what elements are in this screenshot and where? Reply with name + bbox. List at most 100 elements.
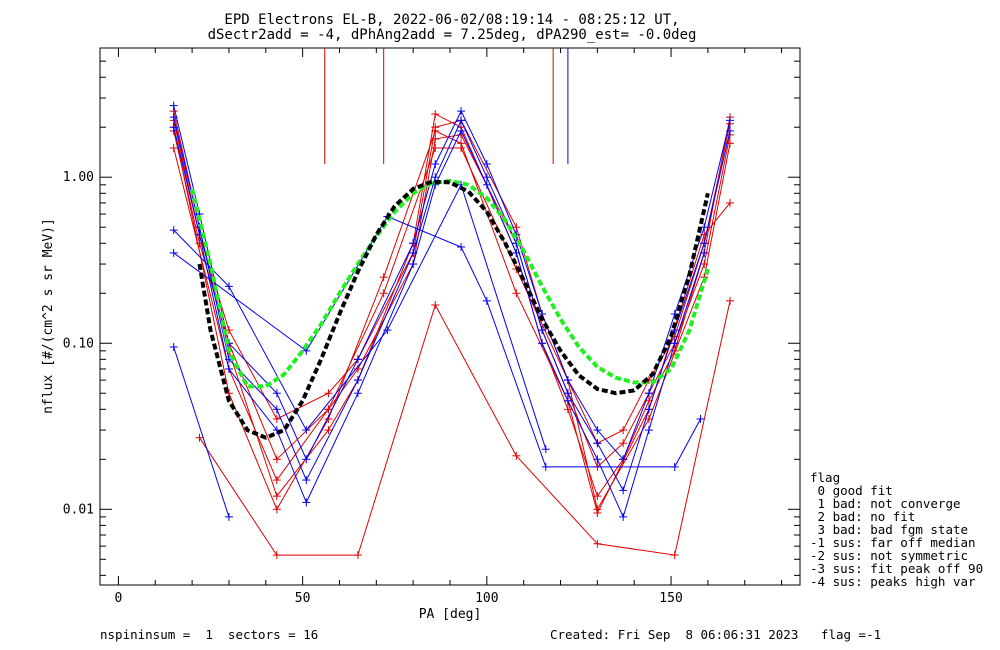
data-point	[272, 476, 281, 485]
data-point	[538, 339, 547, 348]
data-point	[619, 455, 628, 464]
footer-left: nspininsum = 1 sectors = 16	[100, 627, 318, 642]
data-point	[644, 426, 653, 435]
data-point	[353, 376, 362, 385]
data-point	[670, 551, 679, 560]
data-point	[224, 282, 233, 291]
data-point	[619, 486, 628, 495]
data-point	[324, 405, 333, 414]
data-point	[563, 396, 572, 405]
title-line-2: dSectr2add = -4, dPhAng2add = 7.25deg, d…	[208, 27, 697, 43]
y-tick-label: 0.01	[63, 502, 94, 517]
data-point	[353, 355, 362, 364]
data-point	[302, 426, 311, 435]
data-point	[302, 498, 311, 507]
data-point	[670, 462, 679, 471]
data-point	[169, 248, 178, 257]
series-line	[173, 215, 701, 468]
data-point	[619, 426, 628, 435]
legend-entry: -4 sus: peaks high var	[810, 574, 976, 589]
data-point	[538, 326, 547, 335]
data-point	[272, 405, 281, 414]
data-point	[593, 426, 602, 435]
data-point	[169, 226, 178, 235]
footer-right: Created: Fri Sep 8 06:06:31 2023 flag =-…	[550, 627, 881, 642]
data-point	[512, 289, 521, 298]
data-point	[700, 248, 709, 257]
data-point	[409, 260, 418, 269]
series-line	[173, 346, 230, 518]
legend-entry: 3 bad: bad fgm state	[810, 522, 968, 537]
y-tick-label: 0.10	[63, 336, 94, 351]
legend-entry: -2 sus: not symmetric	[810, 548, 968, 563]
legend-entry: 1 bad: not converge	[810, 496, 961, 511]
data-point	[670, 339, 679, 348]
data-point	[563, 389, 572, 398]
data-point	[482, 180, 491, 189]
legend-entry: 2 bad: no fit	[810, 509, 915, 524]
data-point	[700, 239, 709, 248]
data-point	[726, 296, 734, 305]
tick-layer: 0 50 100 150 0.01 0.10 1.00	[63, 47, 800, 606]
y-tick-label: 1.00	[63, 170, 94, 185]
green-fit-curve	[190, 178, 710, 389]
x-tick-label: 150	[659, 591, 682, 606]
data-point	[379, 289, 388, 298]
data-point	[324, 426, 333, 435]
flag-legend: flag 0 good fit 1 bad: not converge 2 ba…	[810, 470, 983, 589]
series-line	[173, 127, 705, 519]
y-axis-label: nflux [#/(cm^2 s sr MeV)]	[41, 218, 56, 414]
data-point	[169, 143, 178, 152]
legend-entry: -3 sus: fit peak off 90	[810, 561, 983, 576]
data-point	[457, 116, 466, 125]
data-point	[482, 160, 491, 169]
data-point	[353, 389, 362, 398]
data-point	[431, 143, 440, 152]
series-line	[173, 143, 731, 511]
data-point	[431, 110, 440, 119]
x-axis-label: PA [deg]	[419, 607, 482, 622]
data-point	[563, 376, 572, 385]
data-point	[379, 273, 388, 282]
data-point	[169, 101, 178, 110]
data-point	[169, 113, 178, 122]
data-point	[593, 539, 602, 548]
x-tick-label: 100	[475, 591, 498, 606]
data-point	[619, 439, 628, 448]
data-point	[383, 326, 392, 335]
title-line-1: EPD Electrons EL-B, 2022-06-02/08:19:14 …	[224, 12, 679, 28]
data-point	[195, 239, 204, 248]
data-point	[482, 173, 491, 182]
data-point	[644, 405, 653, 414]
data-point	[431, 126, 440, 135]
legend-entry: -1 sus: far off median	[810, 535, 976, 550]
data-point	[541, 462, 550, 471]
data-point	[302, 476, 311, 485]
data-point	[457, 139, 466, 148]
data-point	[593, 439, 602, 448]
data-point	[482, 296, 491, 305]
data-point	[726, 126, 734, 135]
series-line	[173, 119, 731, 444]
data-point	[593, 508, 602, 517]
data-point	[457, 242, 466, 251]
data-point	[512, 248, 521, 257]
x-tick-label: 50	[295, 591, 311, 606]
data-layer	[169, 48, 734, 560]
x-tick-label: 0	[115, 591, 123, 606]
data-point	[324, 389, 333, 398]
data-point	[593, 455, 602, 464]
data-point	[224, 512, 233, 521]
data-point	[431, 300, 440, 309]
black-fit-curve	[197, 179, 710, 440]
data-point	[195, 433, 204, 442]
data-point	[457, 126, 466, 135]
data-point	[619, 512, 628, 521]
data-point	[512, 451, 521, 460]
data-point	[272, 505, 281, 514]
data-point	[272, 455, 281, 464]
data-point	[431, 160, 440, 169]
data-point	[696, 414, 705, 423]
data-point	[541, 445, 550, 454]
